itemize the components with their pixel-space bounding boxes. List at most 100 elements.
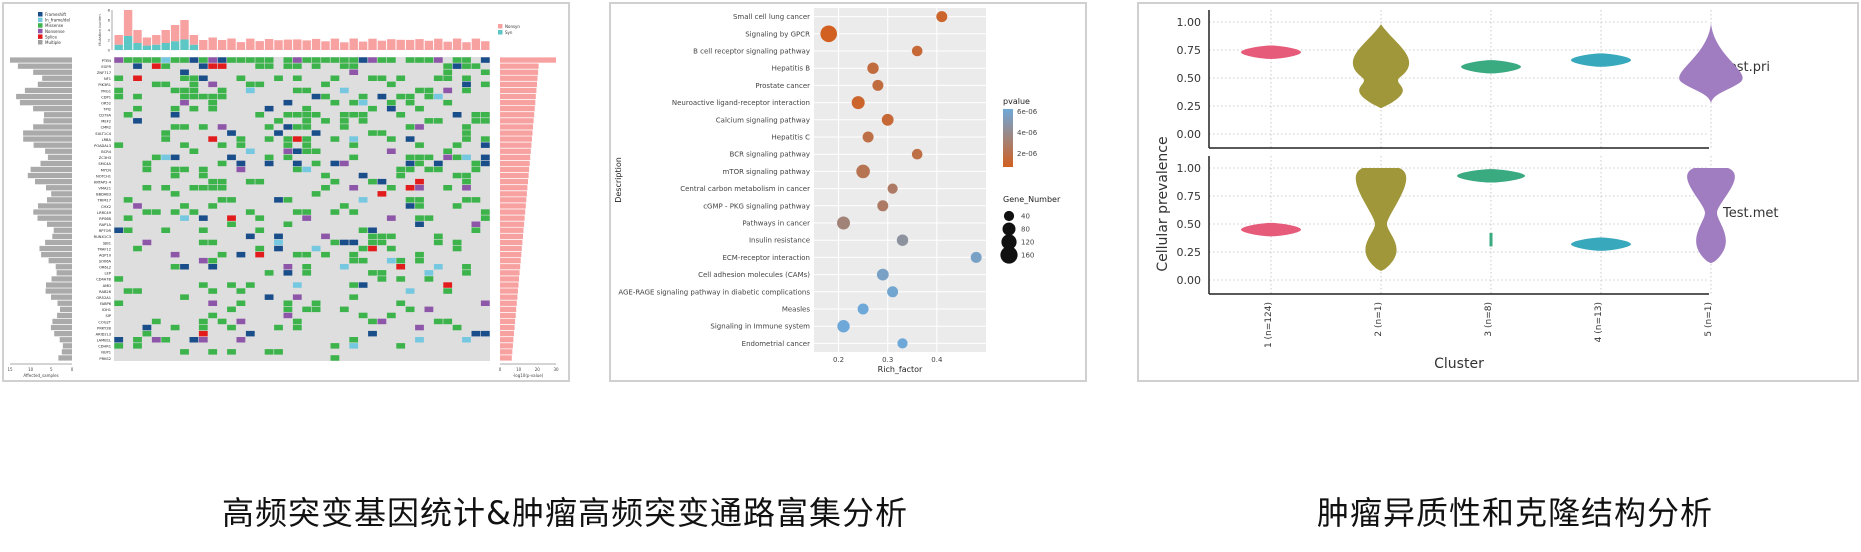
mutation-cell: [311, 112, 321, 118]
mutation-cell: [302, 136, 312, 142]
mutation-cell: [208, 312, 218, 319]
mutation-cell: [349, 209, 359, 215]
gene-label: COG2T: [98, 320, 111, 324]
mutation-cell: [368, 330, 377, 337]
mutation-cell: [255, 227, 265, 233]
mutation-cell: [321, 233, 330, 240]
mutation-cell: [452, 57, 462, 63]
mutation-cell: [123, 197, 133, 203]
affected-samples-bar: [47, 221, 72, 227]
mutation-cell: [274, 118, 283, 124]
violin-shape: [1687, 168, 1735, 264]
top-axis-tick: 0: [108, 48, 111, 53]
affected-samples-bar: [52, 318, 72, 325]
enrichment-point: [876, 268, 889, 281]
mutation-cell: [208, 288, 218, 294]
mutation-cell: [443, 288, 453, 294]
mutation-cell: [283, 148, 293, 154]
mutation-cell: [405, 203, 415, 209]
mutation-cell: [424, 270, 434, 276]
enrichment-point: [872, 79, 884, 91]
mutation-cell: [180, 75, 189, 81]
mutation-cell: [302, 264, 312, 270]
mutation-cell: [396, 276, 406, 282]
mutation-cell: [283, 142, 293, 148]
mutation-cell: [330, 355, 340, 361]
mutation-cell: [180, 99, 189, 106]
mutation-cell: [415, 257, 424, 264]
mutation-cell: [208, 93, 218, 100]
violin-outlier-mark: [1489, 232, 1493, 247]
mutation-cell: [396, 172, 406, 179]
burden-bar: [302, 40, 311, 50]
burden-bar: [123, 10, 133, 36]
mutation-cell: [292, 87, 302, 94]
affected-samples-bar: [33, 209, 72, 215]
pathway-label: Insulin resistance: [749, 237, 810, 245]
mutation-cell: [358, 118, 368, 124]
mutation-cell: [349, 136, 359, 142]
right-axis-tick: 0: [499, 367, 502, 372]
affected-samples-bar: [37, 81, 72, 87]
mutation-cell: [302, 118, 312, 124]
affected-samples-bar: [48, 258, 72, 264]
mutation-cell: [311, 148, 321, 154]
legend-swatch: [38, 12, 43, 17]
right-legend-label: Syn: [505, 30, 513, 35]
mutation-cell: [443, 318, 453, 325]
mutation-cell: [480, 142, 490, 148]
mutation-cell: [480, 209, 490, 215]
mutation-cell: [217, 318, 227, 325]
x-tick-label: 0.3: [882, 356, 893, 364]
mutation-cell: [433, 93, 443, 100]
mutation-cell: [198, 215, 208, 221]
legend-swatch: [38, 28, 43, 34]
mutation-cell: [227, 349, 236, 355]
mutation-cell: [208, 81, 218, 88]
mutation-cell: [311, 63, 321, 69]
pathway-label: Hepatitis C: [772, 134, 811, 142]
pathway-label: Measles: [782, 306, 811, 314]
top-axis-tick: 2: [108, 38, 111, 43]
plot-background: [814, 8, 986, 352]
mutation-cell: [292, 57, 302, 63]
gene-label: OR52A1: [96, 296, 111, 300]
mutation-cell: [236, 300, 246, 306]
enrichment-point: [851, 96, 865, 110]
mutation-cell: [433, 318, 443, 325]
mutation-cell: [133, 57, 142, 63]
mutation-cell: [452, 112, 462, 118]
mutation-cell: [245, 209, 255, 215]
mutation-cell: [198, 318, 208, 325]
mutation-cell: [433, 160, 443, 167]
mutation-cell: [415, 197, 424, 203]
affected-samples-bar: [51, 294, 72, 300]
mutation-cell: [114, 142, 124, 148]
mutation-cell: [198, 124, 208, 130]
pvalue-bar: [500, 197, 527, 203]
gene-label: OR52: [101, 101, 111, 105]
mutation-cell: [274, 239, 283, 246]
gene-label: RAP1A: [99, 223, 111, 227]
caption-left: 高频突变基因统计&肿瘤高频突变通路富集分析: [222, 494, 908, 532]
mutation-cell: [170, 191, 180, 197]
mutation-cell: [236, 166, 246, 173]
mutation-cell: [255, 112, 265, 118]
mutation-cell: [292, 209, 302, 215]
pvalue-bar: [500, 324, 515, 331]
pvalue-bar: [500, 239, 523, 246]
mutation-cell: [170, 324, 180, 331]
affected-samples-bar: [46, 185, 72, 191]
left-axis-tick: 10: [28, 367, 34, 372]
y-tick-label: 0.50: [1177, 218, 1202, 231]
top-axis-label: Mutation burden: [97, 14, 102, 46]
mutation-cell: [321, 172, 330, 179]
mutation-cell: [302, 148, 312, 154]
enrichment-point: [877, 200, 889, 212]
oncoplot-panel: PTEN EGFR ZNF717 NF1 PIK3R1 PRG1 CDP1 OR52 TPI2 C…: [2, 2, 570, 382]
y-tick-label: 0.25: [1177, 100, 1202, 113]
mutation-cell: [264, 349, 274, 355]
pvalue-bar: [500, 252, 522, 258]
mutation-cell: [311, 191, 321, 197]
burden-bar: [424, 40, 434, 50]
